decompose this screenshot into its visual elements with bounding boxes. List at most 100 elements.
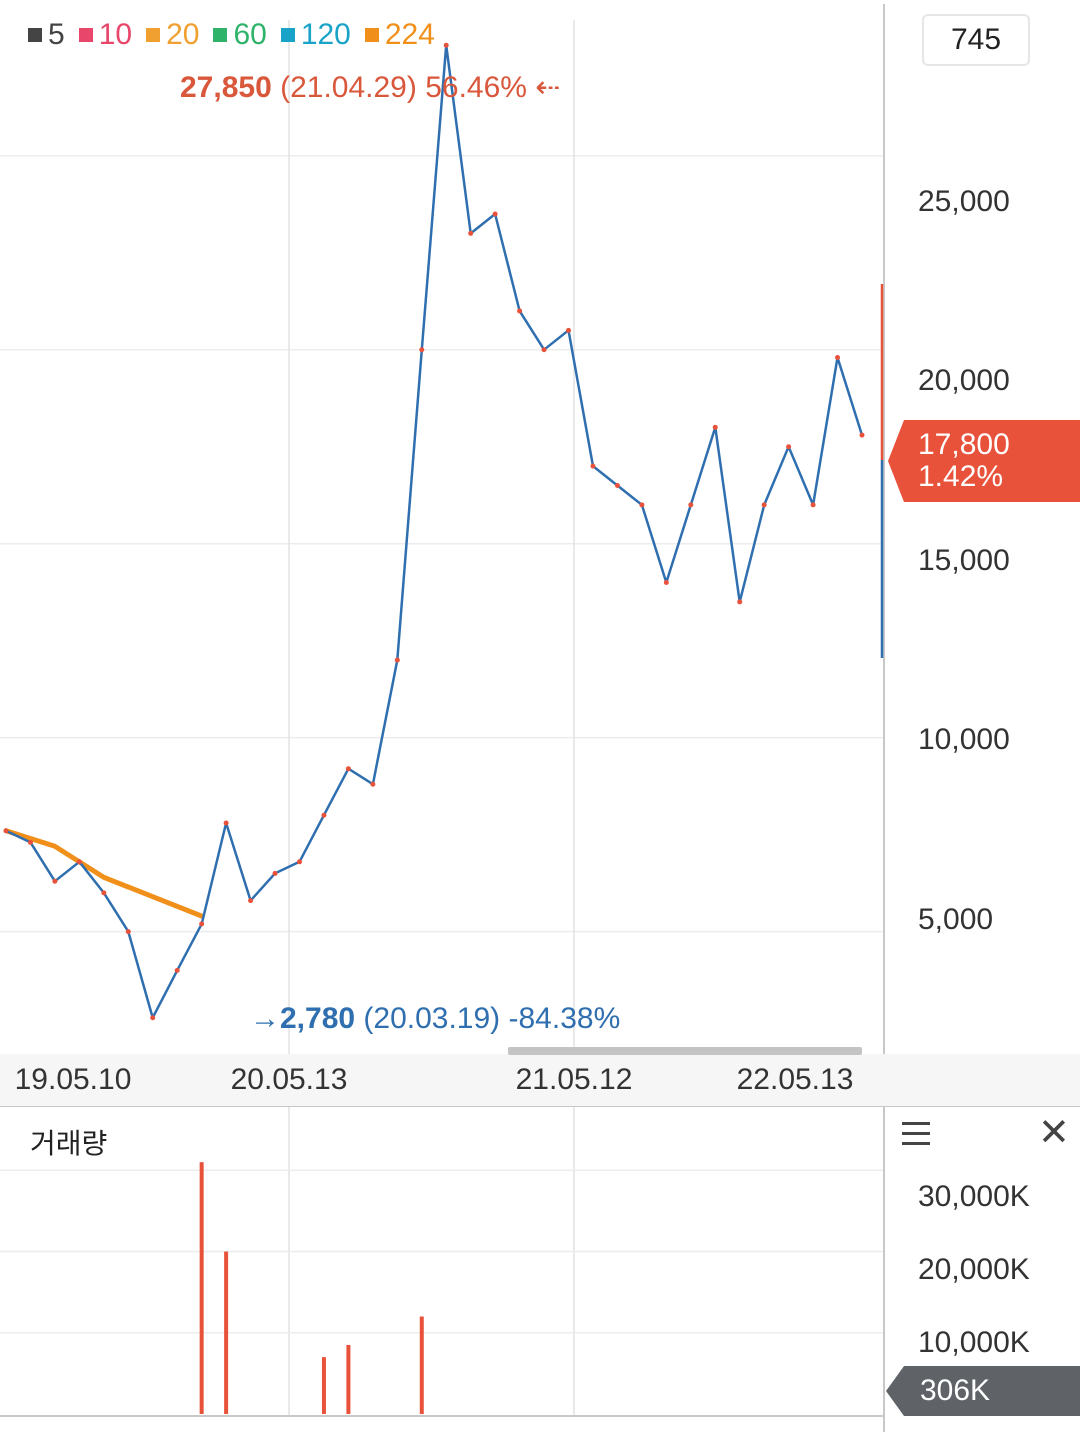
price-point	[859, 432, 865, 438]
price-point	[517, 308, 523, 314]
low-arrow-icon: →	[250, 1002, 280, 1035]
legend-swatch-224	[364, 28, 379, 42]
volume-bar	[199, 1162, 204, 1414]
price-point	[394, 657, 400, 663]
volume-bar	[346, 1344, 351, 1414]
volume-bars	[199, 1162, 424, 1414]
legend-item-10[interactable]: 10	[78, 18, 133, 52]
current-change: 1.42%	[918, 460, 1004, 493]
price-tick-label: 10,000	[918, 723, 1010, 756]
price-point	[101, 890, 107, 896]
price-gridlines	[0, 20, 884, 1416]
high-annotation: 27,850 (21.04.29) 56.46% ⇠	[180, 70, 560, 105]
price-point	[468, 230, 474, 236]
date-axis-band	[0, 1054, 1080, 1106]
date-tick-label: 20.05.13	[230, 1063, 348, 1096]
chart-frame	[0, 4, 1080, 1432]
price-point	[688, 502, 694, 508]
legend-item-224[interactable]: 224	[364, 18, 435, 52]
legend-swatch-20	[146, 28, 161, 42]
volume-tick-label: 30,000K	[918, 1180, 1030, 1213]
price-tick-label: 15,000	[918, 544, 1010, 577]
price-point	[835, 354, 841, 360]
price-point	[223, 820, 229, 826]
legend-label-10: 10	[98, 18, 133, 51]
price-tick-label: 20,000	[918, 364, 1010, 397]
price-point	[443, 42, 449, 48]
price-point	[174, 967, 180, 973]
legend-label-20: 20	[166, 18, 200, 51]
price-point	[566, 327, 572, 333]
high-price: 27,850	[180, 71, 272, 104]
legend-item-120[interactable]: 120	[280, 18, 351, 52]
volume-bar	[419, 1316, 424, 1414]
volume-panel-title: 거래량	[30, 1128, 108, 1159]
price-point	[614, 483, 620, 489]
price-point	[712, 424, 718, 430]
legend-label-120: 120	[300, 18, 351, 51]
legend-label-60: 60	[233, 18, 267, 51]
current-volume-badge: 306K	[886, 1366, 1080, 1416]
current-volume: 306K	[920, 1374, 991, 1407]
moving-average-lines	[3, 828, 205, 919]
close-icon[interactable]: ✕	[1038, 1112, 1070, 1154]
high-detail: (21.04.29) 56.46%	[271, 71, 527, 104]
price-point	[786, 444, 792, 450]
price-point	[272, 870, 278, 876]
price-point	[27, 839, 33, 845]
date-tick-label: 19.05.10	[14, 1063, 132, 1096]
price-series	[3, 42, 865, 1021]
legend-label-5: 5	[48, 18, 65, 51]
legend-swatch-120	[280, 28, 295, 42]
price-point	[737, 599, 743, 605]
legend-label-224: 224	[384, 18, 435, 51]
price-tick-label: 25,000	[918, 185, 1010, 218]
low-annotation: →2,780 (20.03.19) -84.38%	[250, 1002, 620, 1036]
menu-icon[interactable]	[902, 1122, 930, 1146]
volume-bar	[321, 1357, 326, 1414]
price-point	[150, 1015, 156, 1021]
price-point	[492, 211, 498, 217]
price-point	[76, 859, 82, 865]
legend-swatch-5	[28, 28, 42, 42]
ma-legend: 5 10 20 60 120 224	[28, 18, 435, 52]
price-point	[761, 502, 767, 508]
current-price: 17,800	[918, 428, 1010, 461]
date-tick-label: 22.05.13	[736, 1063, 854, 1096]
ma-224-line	[3, 828, 205, 919]
date-tick-label: 21.05.12	[515, 1063, 633, 1096]
price-tick-label: 5,000	[918, 903, 994, 936]
price-point	[590, 463, 596, 469]
current-price-badge: 17,800 1.42%	[888, 420, 1080, 502]
price-point	[248, 898, 254, 904]
legend-swatch-10	[78, 28, 93, 42]
legend-item-20[interactable]: 20	[146, 18, 199, 52]
price-point	[52, 878, 58, 884]
period-selector[interactable]: 745	[922, 14, 1030, 66]
legend-item-60[interactable]: 60	[213, 18, 267, 52]
price-point	[296, 859, 302, 865]
price-point	[639, 502, 645, 508]
price-point	[3, 828, 9, 834]
volume-tick-label: 10,000K	[918, 1326, 1030, 1359]
low-price: 2,780	[280, 1002, 356, 1035]
price-point	[810, 502, 816, 508]
high-arrow-icon: ⇠	[535, 71, 561, 104]
price-line	[5, 43, 864, 1019]
scroll-handle	[508, 1047, 862, 1055]
legend-swatch-60	[213, 28, 228, 42]
legend-item-5[interactable]: 5	[28, 18, 65, 52]
price-point	[199, 921, 205, 927]
low-detail: (20.03.19) -84.38%	[355, 1002, 621, 1035]
price-point	[345, 766, 351, 772]
volume-tick-label: 20,000K	[918, 1253, 1030, 1286]
price-point	[321, 812, 327, 818]
price-point	[541, 347, 547, 353]
price-point	[663, 579, 669, 585]
price-point	[419, 347, 425, 353]
price-point	[370, 781, 376, 787]
volume-bar	[224, 1251, 229, 1414]
price-point	[125, 929, 131, 935]
